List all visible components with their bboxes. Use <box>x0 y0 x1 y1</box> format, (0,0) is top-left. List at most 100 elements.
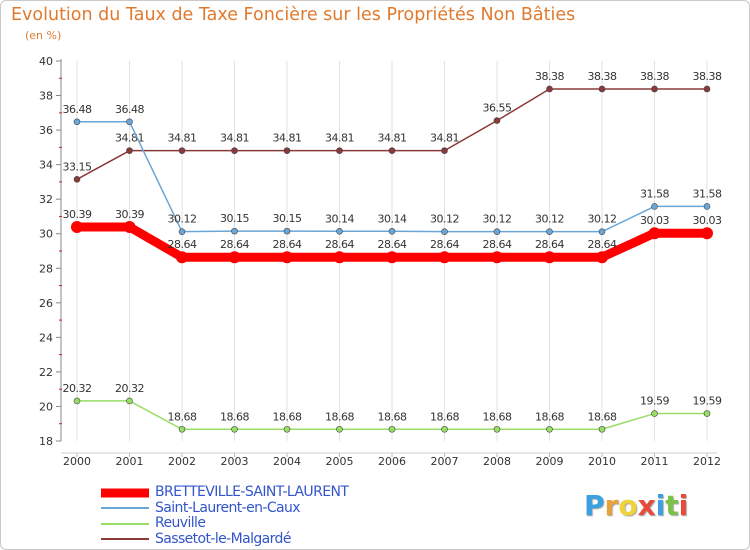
data-point <box>386 251 398 264</box>
data-point <box>73 176 81 183</box>
data-point <box>71 220 83 233</box>
data-label: 33.15 <box>63 160 92 173</box>
data-point <box>388 425 396 433</box>
x-tick-label: 2005 <box>326 455 354 468</box>
data-label: 19.59 <box>640 395 669 408</box>
y-tick-label: 22 <box>39 366 53 379</box>
data-point <box>703 410 711 417</box>
data-label: 30.14 <box>325 212 354 225</box>
data-label: 34.81 <box>168 132 197 145</box>
x-tick-label: 2004 <box>273 455 301 468</box>
data-point <box>491 251 503 264</box>
data-point <box>283 227 291 235</box>
data-point <box>598 228 606 235</box>
y-tick-label: 30 <box>39 228 53 241</box>
data-label: 30.12 <box>483 213 512 226</box>
legend-label: Reuville <box>155 515 206 531</box>
y-tick-label: 28 <box>39 262 53 275</box>
data-label: 30.12 <box>430 213 459 226</box>
data-point <box>701 227 713 240</box>
data-label: 18.68 <box>588 410 617 423</box>
logo-letter: r <box>604 489 619 522</box>
legend-swatch <box>101 488 149 498</box>
y-tick-label: 34 <box>39 159 53 172</box>
data-point <box>441 147 448 154</box>
data-point <box>651 203 658 210</box>
y-tick-label: 20 <box>39 400 53 413</box>
data-point <box>388 228 396 235</box>
data-label: 30.12 <box>588 213 617 226</box>
data-point <box>596 251 608 264</box>
data-point <box>336 425 343 433</box>
data-label: 28.64 <box>378 238 407 251</box>
data-point <box>333 251 346 264</box>
data-label: 30.39 <box>115 208 144 221</box>
data-point <box>231 425 238 433</box>
data-point <box>228 251 241 264</box>
legend-label: Sassetot-le-Malgardé <box>155 530 291 547</box>
data-point <box>648 227 661 240</box>
data-label: 34.81 <box>115 132 144 145</box>
data-label: 28.64 <box>483 238 512 251</box>
data-label: 30.12 <box>168 213 197 226</box>
x-tick-label: 2000 <box>63 455 91 468</box>
data-point <box>493 117 501 124</box>
data-label: 28.64 <box>325 238 354 251</box>
data-point <box>493 228 501 235</box>
data-label: 36.48 <box>115 103 144 116</box>
data-point <box>126 118 133 126</box>
data-point <box>703 85 711 93</box>
legend-label: BRETTEVILLE-SAINT-LAURENT <box>155 484 349 500</box>
data-label: 18.68 <box>430 410 459 423</box>
data-point <box>438 251 451 264</box>
data-label: 18.68 <box>273 410 302 423</box>
data-label: 38.38 <box>640 70 669 83</box>
y-tick-label: 36 <box>39 124 53 137</box>
data-point <box>336 228 343 235</box>
x-tick-label: 2011 <box>641 455 669 468</box>
logo-letter: P <box>584 489 605 522</box>
data-label: 18.68 <box>220 410 249 423</box>
data-point <box>441 425 448 433</box>
data-label: 28.64 <box>588 238 617 251</box>
data-point <box>543 251 556 264</box>
x-tick-label: 2003 <box>221 455 249 468</box>
data-label: 38.38 <box>693 70 722 83</box>
data-point <box>178 147 186 154</box>
data-label: 18.68 <box>378 410 407 423</box>
data-point <box>598 425 606 433</box>
data-point <box>231 147 238 154</box>
x-tick-label: 2012 <box>693 455 721 468</box>
data-point <box>126 397 133 405</box>
data-point <box>651 410 658 417</box>
x-tick-label: 2009 <box>536 455 564 468</box>
data-label: 18.68 <box>535 410 564 423</box>
proxiti-logo: Proxiti <box>584 489 688 522</box>
x-tick-label: 2010 <box>588 455 616 468</box>
data-label: 31.58 <box>640 187 669 200</box>
y-tick-label: 32 <box>39 193 53 206</box>
data-label: 30.14 <box>378 212 407 225</box>
data-label: 28.64 <box>535 238 564 251</box>
data-point <box>336 147 343 154</box>
logo-letter: t <box>665 489 679 522</box>
data-point <box>388 147 396 154</box>
data-label: 28.64 <box>220 238 249 251</box>
data-label: 28.64 <box>430 238 459 251</box>
y-tick-label: 26 <box>39 297 53 310</box>
data-label: 30.15 <box>220 212 249 225</box>
data-point <box>283 147 291 154</box>
y-tick-label: 38 <box>39 90 53 103</box>
data-point <box>703 203 711 210</box>
data-point <box>231 227 238 235</box>
x-tick-label: 2002 <box>168 455 196 468</box>
data-label: 34.81 <box>220 132 249 145</box>
data-point <box>73 397 81 405</box>
data-label: 38.38 <box>588 70 617 83</box>
data-label: 30.15 <box>273 212 302 225</box>
data-label: 30.03 <box>640 214 669 227</box>
data-point <box>546 425 553 433</box>
data-point <box>176 251 188 264</box>
data-point <box>598 85 606 93</box>
